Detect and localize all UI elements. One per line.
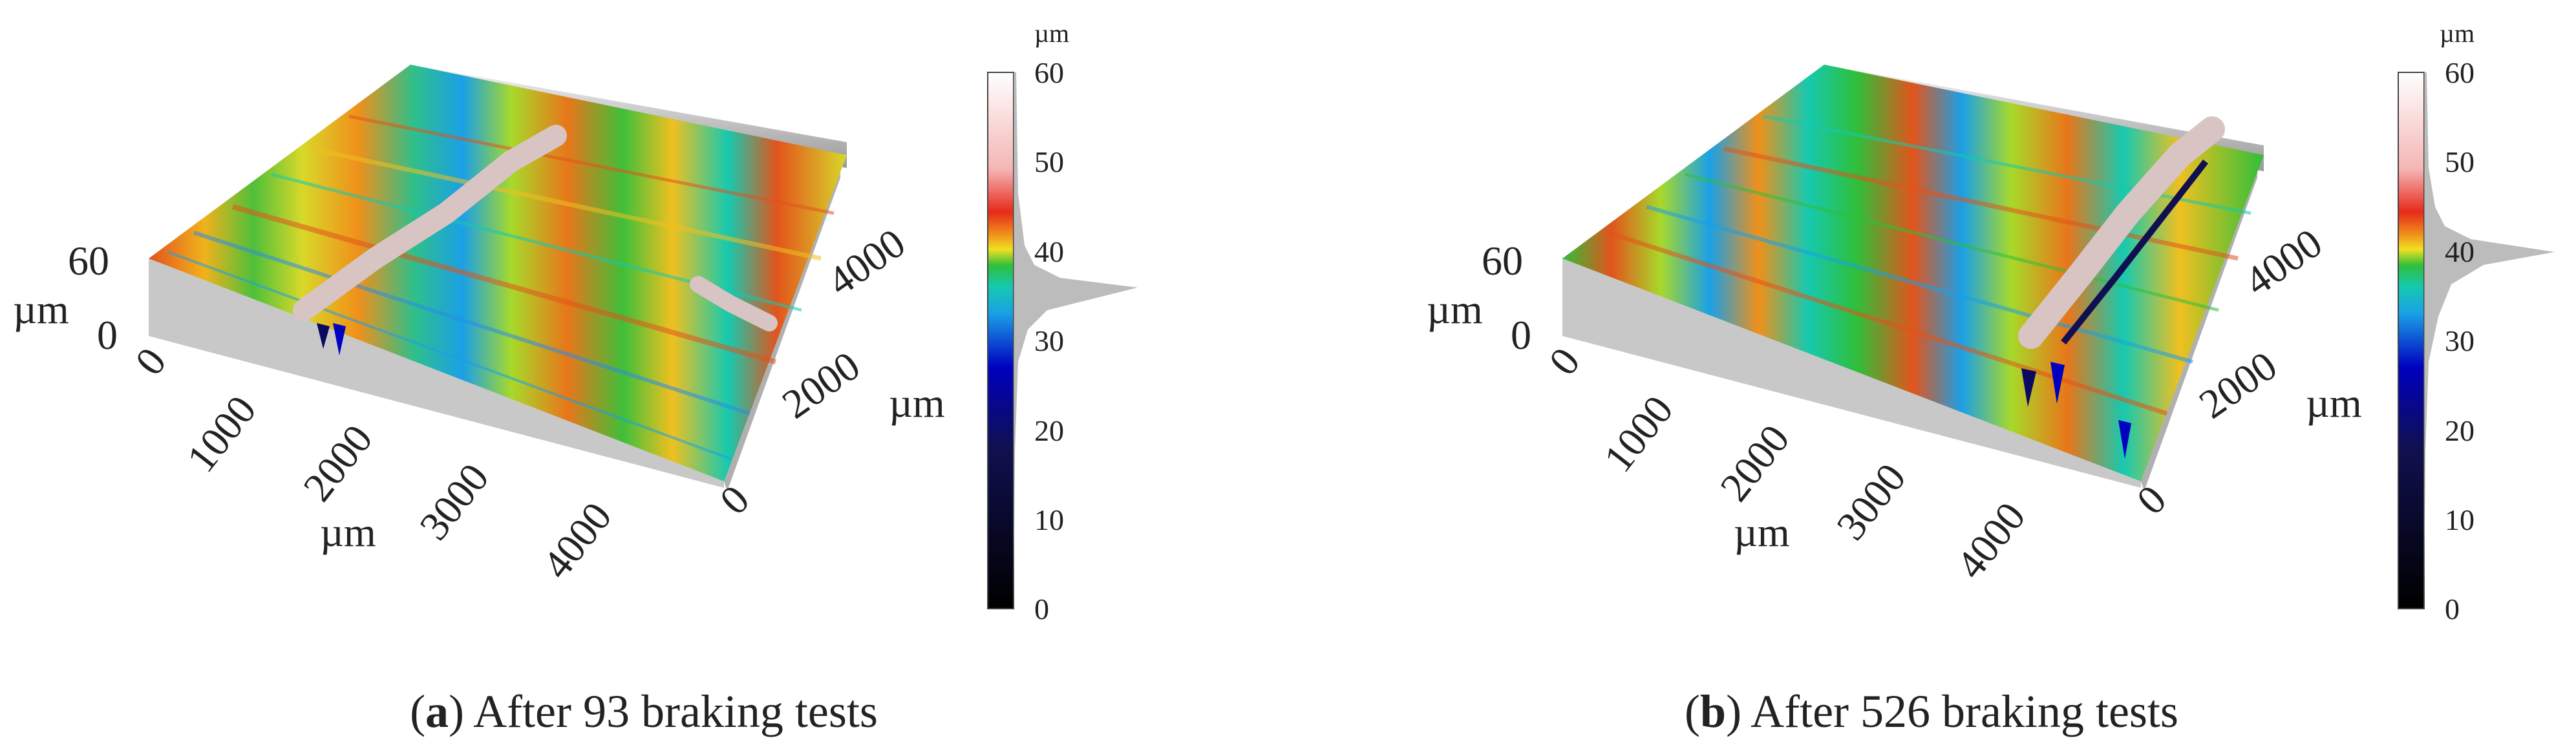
pit (2118, 420, 2131, 459)
wear-ridge (293, 125, 567, 321)
caption-b: (b) After 526 braking tests (1685, 686, 2178, 737)
caption-letter: a (425, 686, 449, 737)
x-tick-3000: 3000 (410, 455, 498, 549)
z-axis-unit: µm (13, 286, 69, 332)
y-tick-4000: 4000 (2236, 220, 2330, 305)
wear-groove (2061, 159, 2208, 345)
colorbar-a: µm 60 50 40 30 20 10 0 (987, 19, 1138, 625)
caption-text: After 526 braking tests (1751, 686, 2178, 737)
colorbar-tick: 40 (2445, 235, 2475, 268)
colorbar-tick: 30 (1034, 324, 1064, 357)
z-tick-0: 0 (1511, 312, 1531, 358)
left-wall (1562, 258, 2141, 488)
x-tick-1000: 1000 (1595, 387, 1682, 481)
panel-a: 60 µm 0 0 1000 2000 3000 4000 µm 0 2000 … (13, 19, 1138, 737)
colorbar-tick: 10 (2445, 503, 2475, 536)
colorbar-tick: 20 (2445, 414, 2475, 447)
y-tick-2000: 2000 (2191, 342, 2285, 428)
surface-top (1562, 65, 2264, 481)
colorbar-tick: 40 (1034, 235, 1064, 268)
surface-streaks (1606, 114, 2251, 416)
surface-plot-b: 60 µm 0 0 1000 2000 3000 4000 µm 0 2000 … (1427, 19, 2555, 625)
x-tick-0: 0 (126, 339, 175, 384)
pit (2021, 368, 2036, 407)
x-tick-1000: 1000 (178, 387, 265, 481)
caption-letter: b (1700, 686, 1727, 737)
y-tick-0: 0 (2128, 476, 2175, 523)
z-tick-60: 60 (68, 238, 109, 284)
caption-text: After 93 braking tests (473, 686, 878, 737)
pit (317, 323, 330, 349)
y-tick-2000: 2000 (774, 342, 868, 428)
x-tick-3000: 3000 (1827, 455, 1915, 549)
z-tick-0: 0 (97, 312, 118, 358)
y-axis-unit: µm (2306, 380, 2362, 426)
y-axis-unit: µm (889, 380, 945, 426)
colorbar-unit: µm (1034, 19, 1069, 48)
z-tick-60: 60 (1482, 238, 1523, 284)
caption-a: (a) After 93 braking tests (410, 686, 878, 737)
colorbar-tick: 20 (1034, 414, 1064, 447)
x-tick-2000: 2000 (1711, 416, 1798, 510)
x-tick-0: 0 (1540, 339, 1589, 384)
wear-ridge (2018, 116, 2225, 349)
colorbar-tick: 30 (2445, 324, 2475, 357)
x-tick-4000: 4000 (1947, 494, 2034, 587)
x-tick-2000: 2000 (294, 416, 381, 510)
colorbar-tick: 60 (1034, 56, 1064, 89)
wear-ridge-2 (690, 276, 778, 331)
y-tick-0: 0 (711, 476, 758, 523)
colorbar-tick: 60 (2445, 56, 2475, 89)
y-tick-4000: 4000 (819, 220, 913, 305)
panel-b: 60 µm 0 0 1000 2000 3000 4000 µm 0 2000 … (1288, 0, 2575, 756)
colorbar-tick: 50 (1034, 145, 1064, 178)
colorbar-b: µm 60 50 40 30 20 10 0 (2398, 19, 2555, 625)
colorbar-tick: 0 (2445, 593, 2460, 625)
colorbar-tick: 50 (2445, 145, 2475, 178)
colorbar-tick: 0 (1034, 593, 1049, 625)
pit (333, 323, 346, 355)
height-histogram (2424, 72, 2555, 609)
x-tick-4000: 4000 (533, 494, 621, 587)
colorbar-unit: µm (2440, 19, 2475, 48)
colorbar-tick: 10 (1034, 503, 1064, 536)
surface-top (149, 65, 847, 481)
z-axis-unit: µm (1427, 286, 1483, 332)
pit (2050, 362, 2065, 404)
x-axis-unit: µm (1734, 509, 1790, 555)
left-wall (149, 258, 724, 488)
surface-plot-a: 60 µm 0 0 1000 2000 3000 4000 µm 0 2000 … (13, 19, 1138, 625)
x-axis-unit: µm (320, 509, 376, 555)
height-histogram (1014, 72, 1138, 609)
